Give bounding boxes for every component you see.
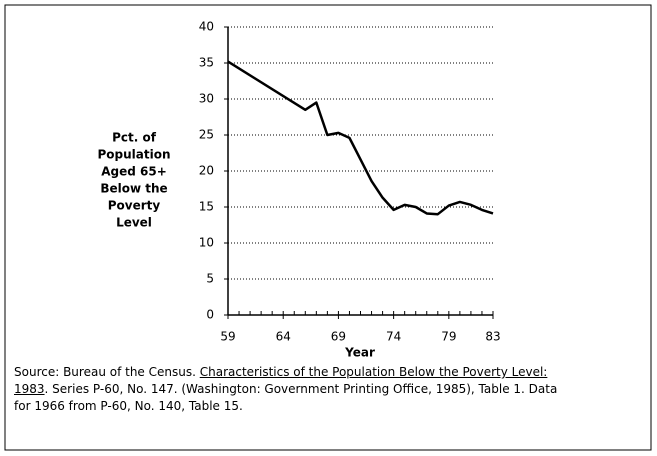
- y-axis-label: Aged 65+: [101, 165, 167, 179]
- x-tick-label: 74: [386, 330, 401, 344]
- y-tick-label: 10: [199, 236, 214, 250]
- source-note: Source: Bureau of the Census. Characteri…: [14, 364, 574, 415]
- frame: [4, 4, 652, 451]
- x-tick-label: 83: [485, 330, 500, 344]
- y-tick-label: 15: [199, 200, 214, 214]
- data-line: [227, 60, 494, 216]
- y-tick-label: 0: [206, 308, 214, 322]
- y-tick-label: 40: [199, 20, 214, 34]
- x-tick-label: 64: [276, 330, 291, 344]
- y-axis-label: Poverty: [108, 199, 161, 213]
- y-tick-label: 30: [199, 92, 214, 106]
- source-prefix: Source: Bureau of the Census.: [14, 365, 200, 379]
- y-axis-label: Population: [97, 148, 170, 162]
- y-axis-label: Level: [116, 216, 152, 230]
- y-axis-label: Pct. of: [112, 131, 157, 145]
- x-axis-label: Year: [344, 346, 375, 360]
- source-title: Characteristics of the Population Below …: [14, 365, 548, 396]
- y-tick-label: 5: [206, 272, 214, 286]
- x-tick-label: 69: [331, 330, 346, 344]
- x-tick-label: 79: [441, 330, 456, 344]
- y-axis-label: Below the: [100, 182, 167, 196]
- y-tick-label: 25: [199, 128, 214, 142]
- y-tick-label: 35: [199, 56, 214, 70]
- x-tick-label: 59: [220, 330, 235, 344]
- source-rest: . Series P-60, No. 147. (Washington: Gov…: [14, 382, 558, 413]
- y-tick-label: 20: [199, 164, 214, 178]
